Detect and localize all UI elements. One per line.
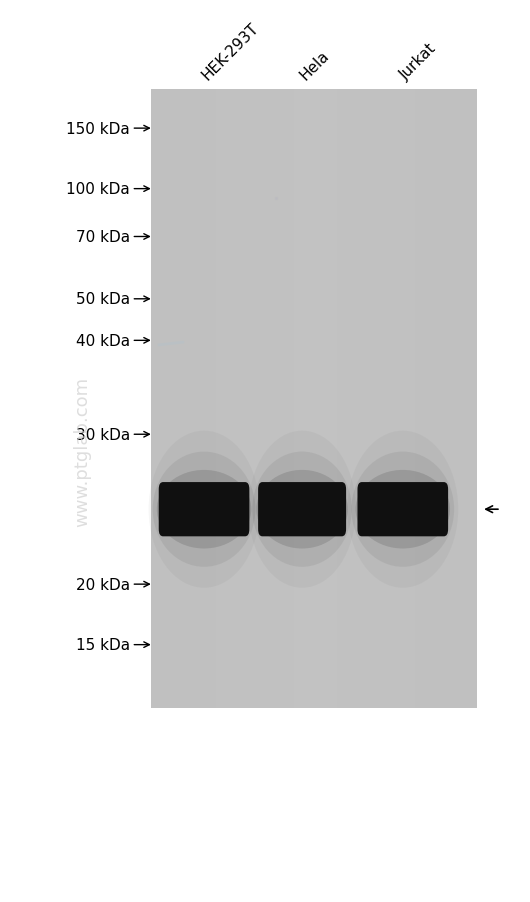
FancyBboxPatch shape [258,483,346,537]
Text: 15 kDa: 15 kDa [76,638,130,652]
Text: 150 kDa: 150 kDa [66,122,130,136]
FancyBboxPatch shape [357,483,448,537]
Text: Hela: Hela [297,48,332,83]
Text: 50 kDa: 50 kDa [76,292,130,307]
Ellipse shape [153,452,255,567]
FancyBboxPatch shape [159,483,249,537]
Text: 70 kDa: 70 kDa [76,230,130,244]
Text: 100 kDa: 100 kDa [66,182,130,197]
Text: 30 kDa: 30 kDa [76,428,130,442]
Text: 40 kDa: 40 kDa [76,334,130,348]
Ellipse shape [356,471,450,548]
Ellipse shape [252,452,352,567]
Text: HEK-293T: HEK-293T [199,21,261,83]
Ellipse shape [351,452,454,567]
Ellipse shape [157,471,251,548]
Text: 20 kDa: 20 kDa [76,577,130,592]
Text: Jurkat: Jurkat [398,41,439,83]
FancyBboxPatch shape [151,90,477,708]
Text: www.ptglab.com: www.ptglab.com [73,376,91,526]
Ellipse shape [257,471,348,548]
